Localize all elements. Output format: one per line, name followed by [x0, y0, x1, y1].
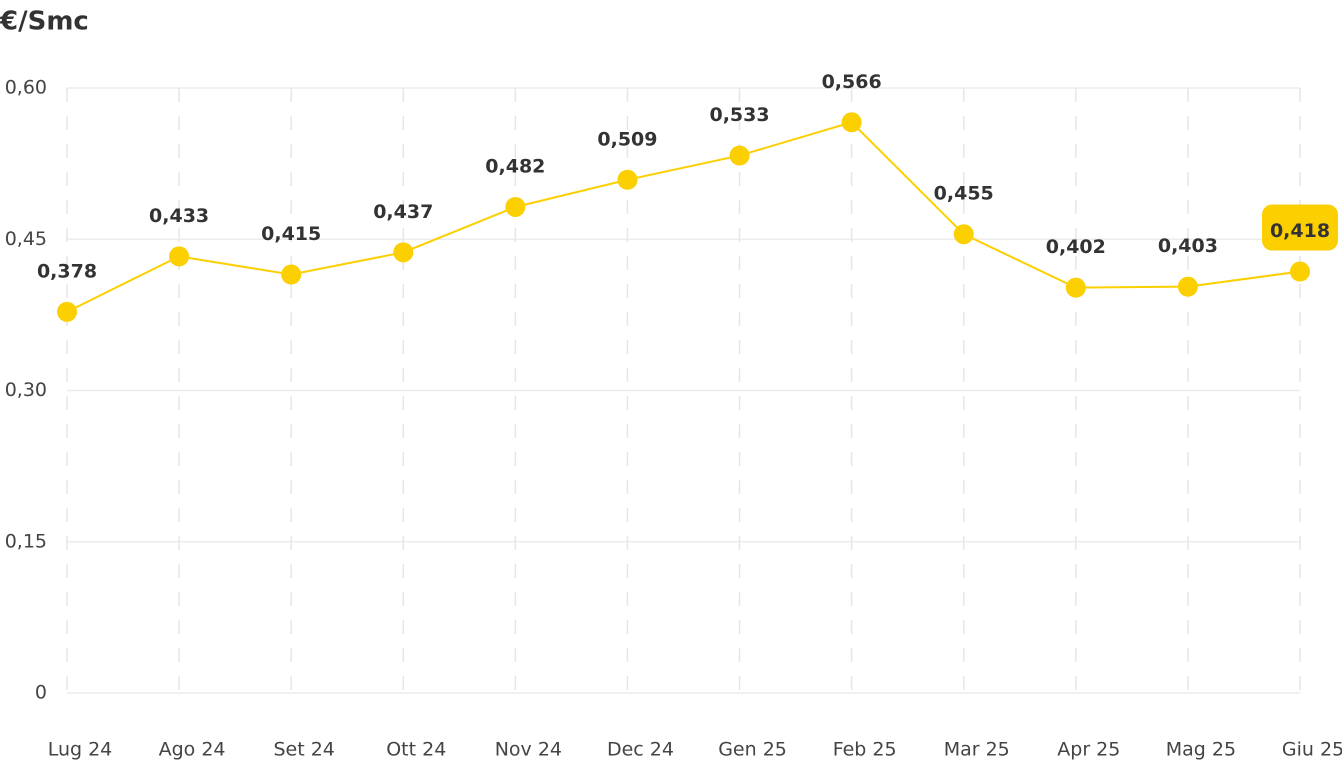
x-tick-label: Dec 24 [607, 739, 674, 761]
chart-title: €/Smc [0, 7, 89, 37]
value-label: 0,415 [261, 223, 321, 245]
x-tick-label: Giu 25 [1282, 739, 1342, 761]
point [57, 301, 77, 322]
value-label: 0,455 [934, 183, 994, 205]
point [505, 196, 526, 217]
point [1290, 261, 1310, 282]
value-label: 0,402 [1046, 236, 1106, 258]
value-label: 0,403 [1158, 235, 1218, 257]
value-label: 0,433 [149, 205, 209, 227]
y-tick-label: 0,45 [5, 228, 47, 250]
x-tick-label: Mar 25 [944, 739, 1010, 761]
y-tick-label: 0,15 [5, 530, 47, 552]
line [66, 121, 1301, 313]
x-tick-label: Ott 24 [386, 739, 446, 761]
point [1177, 276, 1198, 297]
point [1065, 277, 1086, 298]
x-tick-label: Mag 25 [1166, 739, 1236, 761]
value-label: 0,533 [709, 104, 769, 126]
x-tick-label: Nov 24 [495, 739, 562, 761]
point [729, 145, 750, 166]
point [841, 112, 862, 133]
value-label: 0,482 [485, 155, 545, 177]
x-tick-label: Ago 24 [159, 739, 226, 761]
y-tick-label: 0,30 [5, 379, 47, 401]
value-label: 0,437 [373, 201, 433, 223]
x-tick-label: Lug 24 [48, 739, 113, 761]
x-tick-label: Feb 25 [833, 739, 897, 761]
x-tick-label: Apr 25 [1057, 739, 1120, 761]
y-tick-label: 0,60 [5, 77, 47, 99]
value-label: 0,509 [597, 128, 657, 150]
point [953, 224, 974, 245]
value-label: 0,566 [822, 71, 882, 93]
highlight-box [1262, 204, 1338, 251]
x-tick-label: Gen 25 [718, 739, 787, 761]
x-tick-label: Set 24 [273, 739, 334, 761]
point [281, 264, 302, 285]
point [393, 242, 414, 263]
point [169, 246, 190, 267]
value-label: 0,378 [37, 260, 97, 282]
y-tick-label: 0 [35, 682, 47, 704]
value-label: 0,418 [1270, 220, 1330, 242]
point [617, 169, 638, 190]
